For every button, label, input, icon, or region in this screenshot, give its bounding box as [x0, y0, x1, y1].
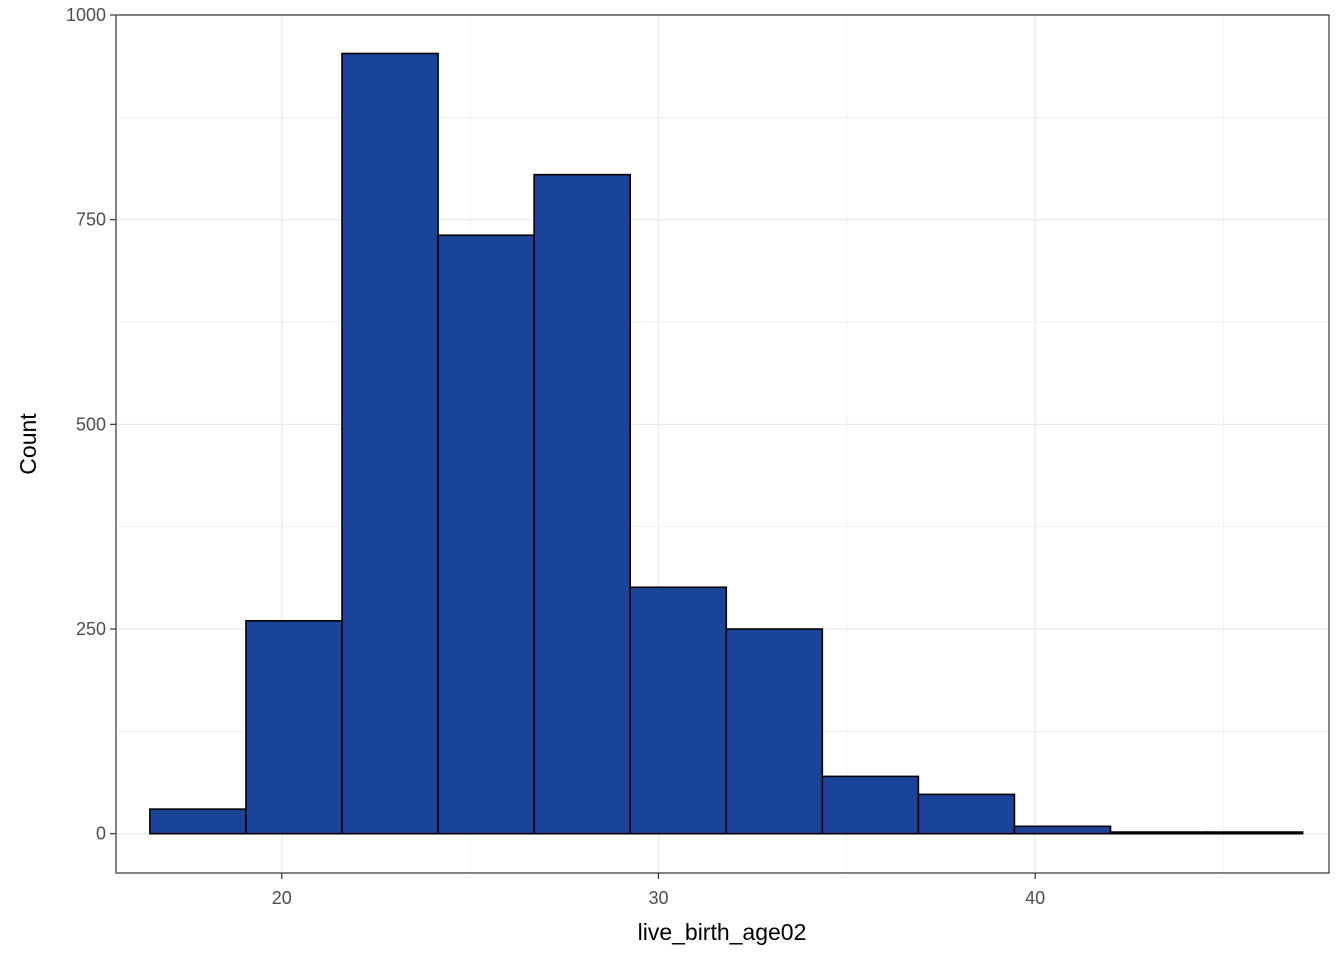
y-tick-label: 750	[76, 210, 106, 230]
histogram-bar	[245, 620, 343, 835]
x-tick-label: 20	[272, 888, 292, 908]
x-tick-label: 40	[1025, 888, 1045, 908]
histogram-bar	[437, 234, 535, 835]
y-tick-label: 0	[96, 824, 106, 844]
histogram-bar	[341, 52, 439, 835]
histogram-bar	[533, 173, 632, 835]
histogram-bar	[629, 586, 728, 835]
x-tick-label: 30	[648, 888, 668, 908]
histogram-bar	[917, 793, 1016, 835]
histogram-bar	[1013, 825, 1112, 835]
histogram-bar	[1109, 831, 1208, 835]
histogram-bar	[821, 775, 920, 835]
histogram-bar	[149, 808, 247, 835]
panel-border	[115, 14, 1330, 874]
x-axis-title: live_birth_age02	[638, 919, 807, 945]
y-tick-label: 1000	[66, 5, 106, 25]
y-tick-label: 250	[76, 619, 106, 639]
histogram-bar	[725, 628, 824, 835]
x-axis: 20 30 40	[272, 873, 1045, 908]
y-axis-title: Count	[15, 413, 41, 475]
y-axis: 0 250 500 750 1000	[66, 5, 116, 844]
histogram-bar	[1205, 831, 1304, 835]
y-tick-label: 500	[76, 414, 106, 434]
histogram-bars	[149, 52, 1304, 835]
